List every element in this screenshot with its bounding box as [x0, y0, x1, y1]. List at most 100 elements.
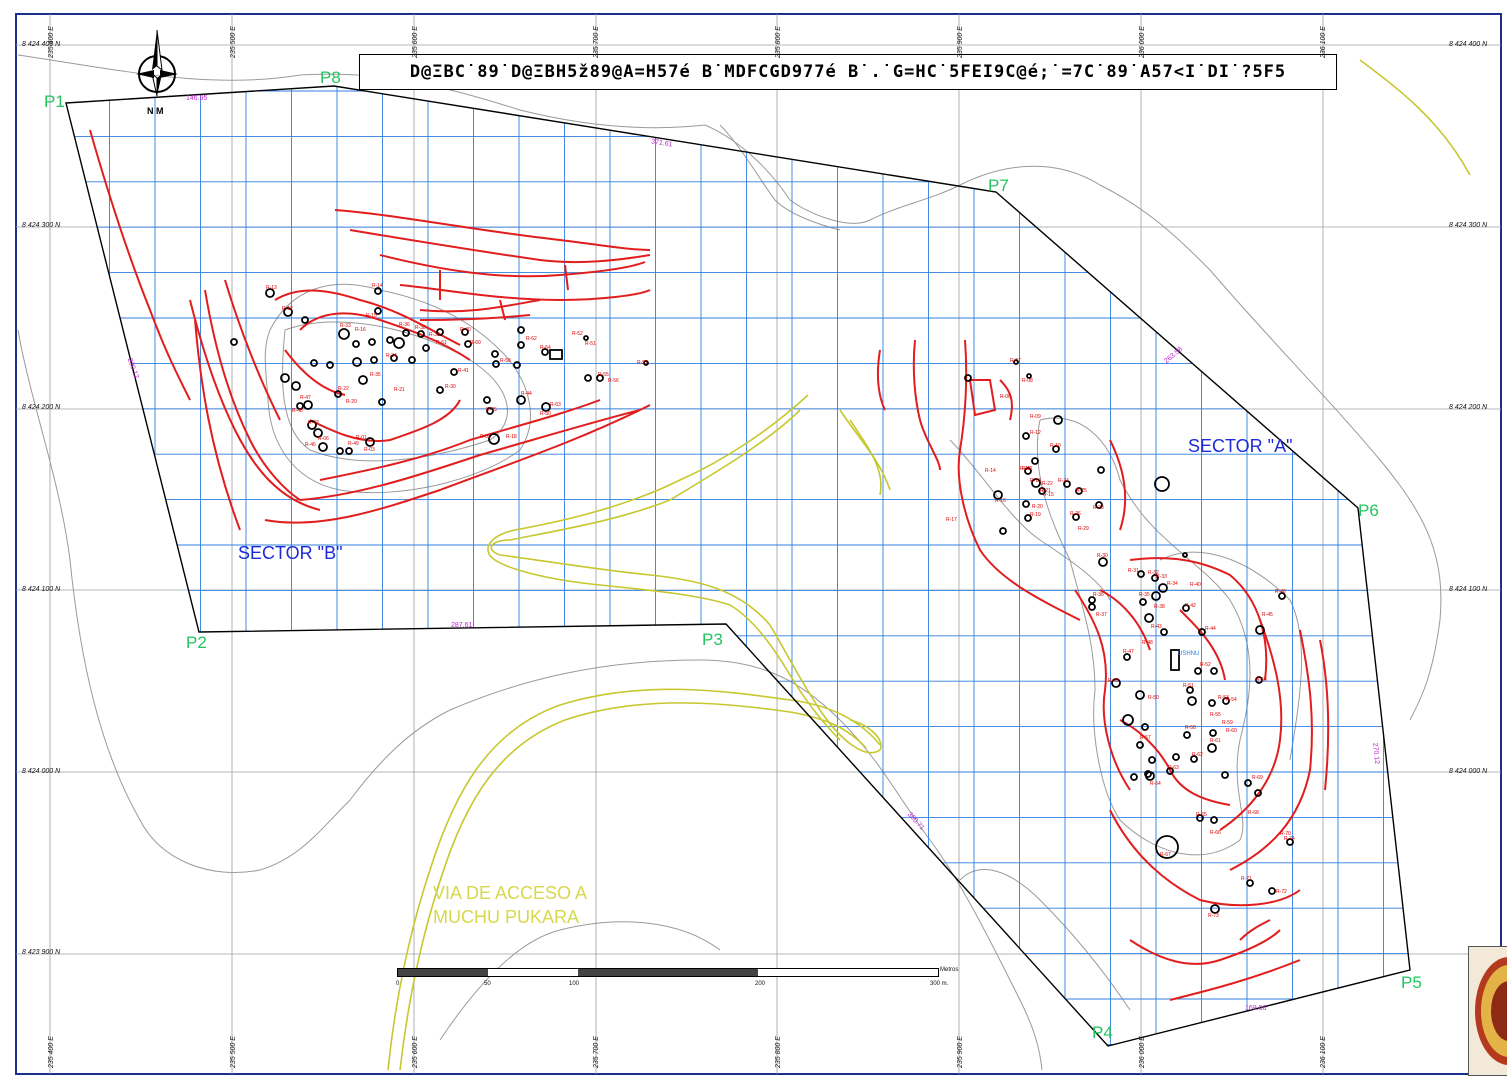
- structure-marker: [483, 396, 491, 404]
- point-label-p4: P4: [1092, 1023, 1113, 1042]
- northing-left-4: 8 424 100 N: [22, 586, 61, 593]
- structure-label: R-62: [526, 336, 537, 342]
- structure-marker: [1053, 415, 1063, 425]
- structure-marker: [1088, 596, 1096, 604]
- scale-bar: [397, 968, 939, 977]
- structure-label: R-55: [598, 372, 609, 378]
- structure-marker: [1196, 814, 1204, 822]
- structure-label: R-13: [266, 285, 277, 291]
- structure-marker: [1209, 729, 1217, 737]
- structure-marker-square: [549, 349, 563, 360]
- institution-seal: [1468, 946, 1507, 1076]
- structure-marker: [1172, 753, 1180, 761]
- structure-marker: [993, 490, 1003, 500]
- structure-label: R-36: [399, 322, 410, 328]
- structure-marker: [1088, 603, 1096, 611]
- structure-marker: [303, 400, 313, 410]
- structure-label: R-36: [1093, 592, 1104, 598]
- structure-label: R-11: [1022, 466, 1033, 472]
- structure-marker: [291, 381, 301, 391]
- structure-label: R-20: [346, 399, 357, 405]
- structure-marker: [1137, 570, 1145, 578]
- structure-label: R-22: [338, 386, 349, 392]
- structure-label: R-56: [608, 378, 619, 384]
- structure-label: R-41: [458, 368, 469, 374]
- structure-label: R-31: [1128, 568, 1139, 574]
- boundary-length-p5-p4: 169.66: [1245, 1005, 1267, 1012]
- structure-label: R-68: [1248, 810, 1259, 816]
- structure-label: R-72: [1276, 889, 1287, 895]
- structure-label: R-38: [415, 325, 426, 331]
- structure-marker: [1038, 487, 1046, 495]
- structure-marker: [1155, 835, 1179, 859]
- structure-label: R-02: [480, 434, 491, 440]
- structure-label: R-48: [292, 408, 303, 414]
- structure-label: R-35: [1139, 592, 1150, 598]
- structure-label: R-21: [1040, 488, 1051, 494]
- structure-label: R-44: [521, 391, 532, 397]
- structure-label: R-13: [1030, 478, 1041, 484]
- structure-marker: [436, 328, 444, 336]
- structure-label: R-61: [436, 340, 447, 346]
- structure-label: R-74: [1284, 836, 1295, 842]
- structure-marker: [1111, 678, 1121, 688]
- structure-marker: [336, 447, 344, 455]
- structure-marker: [1183, 731, 1191, 739]
- structure-marker: [1095, 501, 1103, 509]
- scale-tick-0: 0: [396, 981, 400, 987]
- structure-marker: [1135, 690, 1145, 700]
- structure-label: R-50: [1148, 695, 1159, 701]
- structure-label: R-57: [1140, 735, 1151, 741]
- northing-right-5: 8 424 000 N: [1449, 768, 1488, 775]
- point-label-p6: P6: [1358, 501, 1379, 520]
- structure-label: R-65: [1196, 812, 1207, 818]
- structure-label: R-47: [300, 395, 311, 401]
- scale-tick-300: 300 m.: [930, 981, 949, 987]
- structure-label: R-40: [1190, 582, 1201, 588]
- north-label: N M: [147, 106, 164, 116]
- structure-label: R-34: [386, 353, 397, 359]
- structure-label: R-59: [1222, 720, 1233, 726]
- easting-top-7: 236 000 E: [1139, 26, 1146, 58]
- structure-marker: [541, 402, 551, 412]
- structure-label: R-16: [995, 498, 1006, 504]
- structure-label: R-18: [1020, 466, 1031, 472]
- structure-label: R-37: [1096, 612, 1107, 618]
- structure-marker: [1063, 480, 1071, 488]
- structure-label: R-01: [356, 435, 367, 441]
- structure-marker: [296, 402, 304, 410]
- structure-label: R-30: [445, 384, 456, 390]
- structure-marker: [491, 350, 499, 358]
- structure-marker: [1024, 467, 1032, 475]
- easting-top-4: 235 700 E: [593, 26, 600, 58]
- structure-marker: [1022, 432, 1030, 440]
- scale-tick-200: 200: [755, 981, 766, 987]
- structure-marker: [352, 357, 362, 367]
- structure-marker: [265, 288, 275, 298]
- structure-marker: [1148, 756, 1156, 764]
- structure-label: R-50: [540, 411, 551, 417]
- point-label-p8: P8: [320, 68, 341, 87]
- structure-marker: [1139, 598, 1147, 606]
- structure-label: R-32: [1148, 570, 1159, 576]
- structure-label: R-62: [1192, 752, 1203, 758]
- structure-label: R-44: [1205, 626, 1216, 632]
- easting-bottom-8: 236 100 E: [1320, 1036, 1327, 1068]
- structure-marker: [1190, 755, 1198, 763]
- structure-marker: [517, 326, 525, 334]
- structure-marker: [1207, 743, 1217, 753]
- structure-marker: [1244, 779, 1252, 787]
- structure-marker: [513, 361, 521, 369]
- structure-marker: [1136, 741, 1144, 749]
- northing-right-4: 8 424 100 N: [1449, 586, 1488, 593]
- easting-bottom-3: 235 600 E: [412, 1036, 419, 1068]
- structure-marker: [378, 398, 386, 406]
- northing-left-5: 8 424 000 N: [22, 768, 61, 775]
- structure-label: R-71: [1241, 876, 1252, 882]
- structure-label: R-55: [1210, 712, 1221, 718]
- structure-label: R-21: [394, 387, 405, 393]
- structure-marker: [338, 328, 350, 340]
- structure-label: R-49: [348, 441, 359, 447]
- easting-bottom-2: 235 500 E: [230, 1036, 237, 1068]
- structure-label: R-35: [370, 372, 381, 378]
